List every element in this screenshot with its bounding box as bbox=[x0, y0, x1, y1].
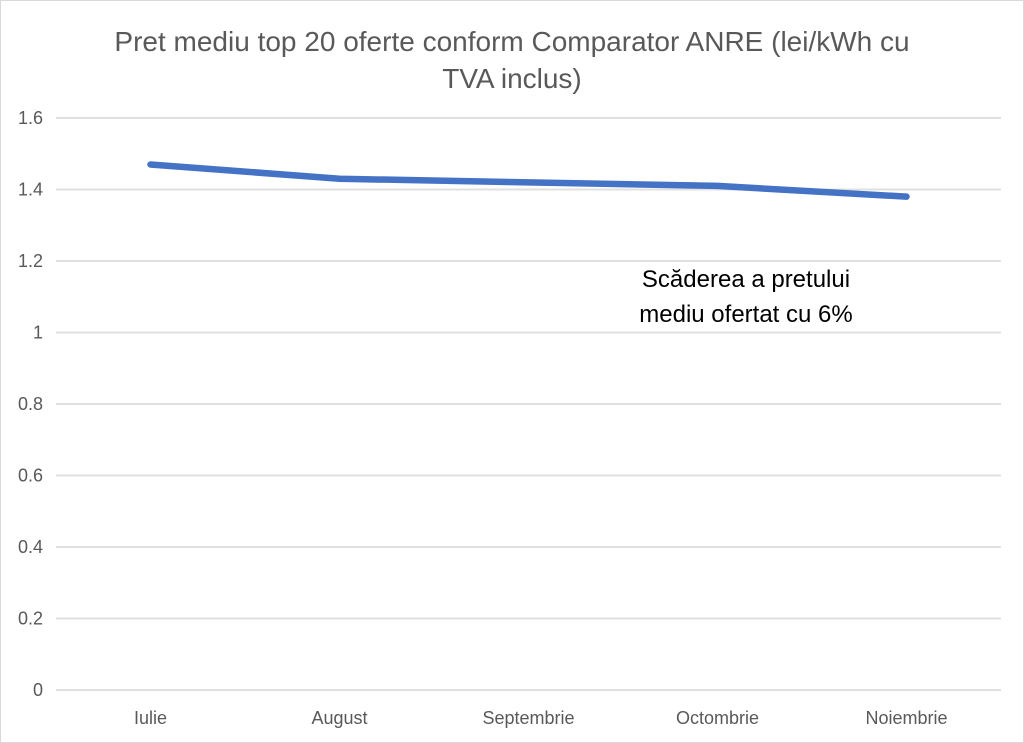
y-axis-tick-label: 0.2 bbox=[18, 609, 43, 629]
y-axis-tick-label: 0 bbox=[33, 680, 43, 700]
chart-title: Pret mediu top 20 oferte conform Compara… bbox=[1, 23, 1023, 97]
y-axis-tick-label: 1.2 bbox=[18, 251, 43, 271]
x-axis-label: Septembrie bbox=[482, 708, 574, 728]
y-axis-tick-label: 1 bbox=[33, 323, 43, 343]
x-axis-label: Iulie bbox=[134, 708, 167, 728]
x-axis-label: August bbox=[311, 708, 367, 728]
x-axis-label: Noiembrie bbox=[865, 708, 947, 728]
chart-annotation-line2: mediu ofertat cu 6% bbox=[639, 301, 853, 328]
chart-annotation: Scăderea a pretului mediu ofertat cu 6% bbox=[623, 262, 869, 332]
x-axis-label: Octombrie bbox=[676, 708, 759, 728]
chart-title-line1: Pret mediu top 20 oferte conform Compara… bbox=[114, 26, 910, 57]
data-series-line bbox=[147, 161, 910, 200]
chart-annotation-line1: Scăderea a pretului bbox=[641, 266, 851, 293]
y-axis-tick-label: 0.8 bbox=[18, 394, 43, 414]
y-axis-tick-label: 0.6 bbox=[18, 466, 43, 486]
y-axis-tick-label: 0.4 bbox=[18, 537, 43, 557]
chart-title-line2: TVA inclus) bbox=[442, 63, 582, 94]
y-axis-tick-label: 1.6 bbox=[18, 108, 43, 128]
y-axis-tick-label: 1.4 bbox=[18, 180, 43, 200]
